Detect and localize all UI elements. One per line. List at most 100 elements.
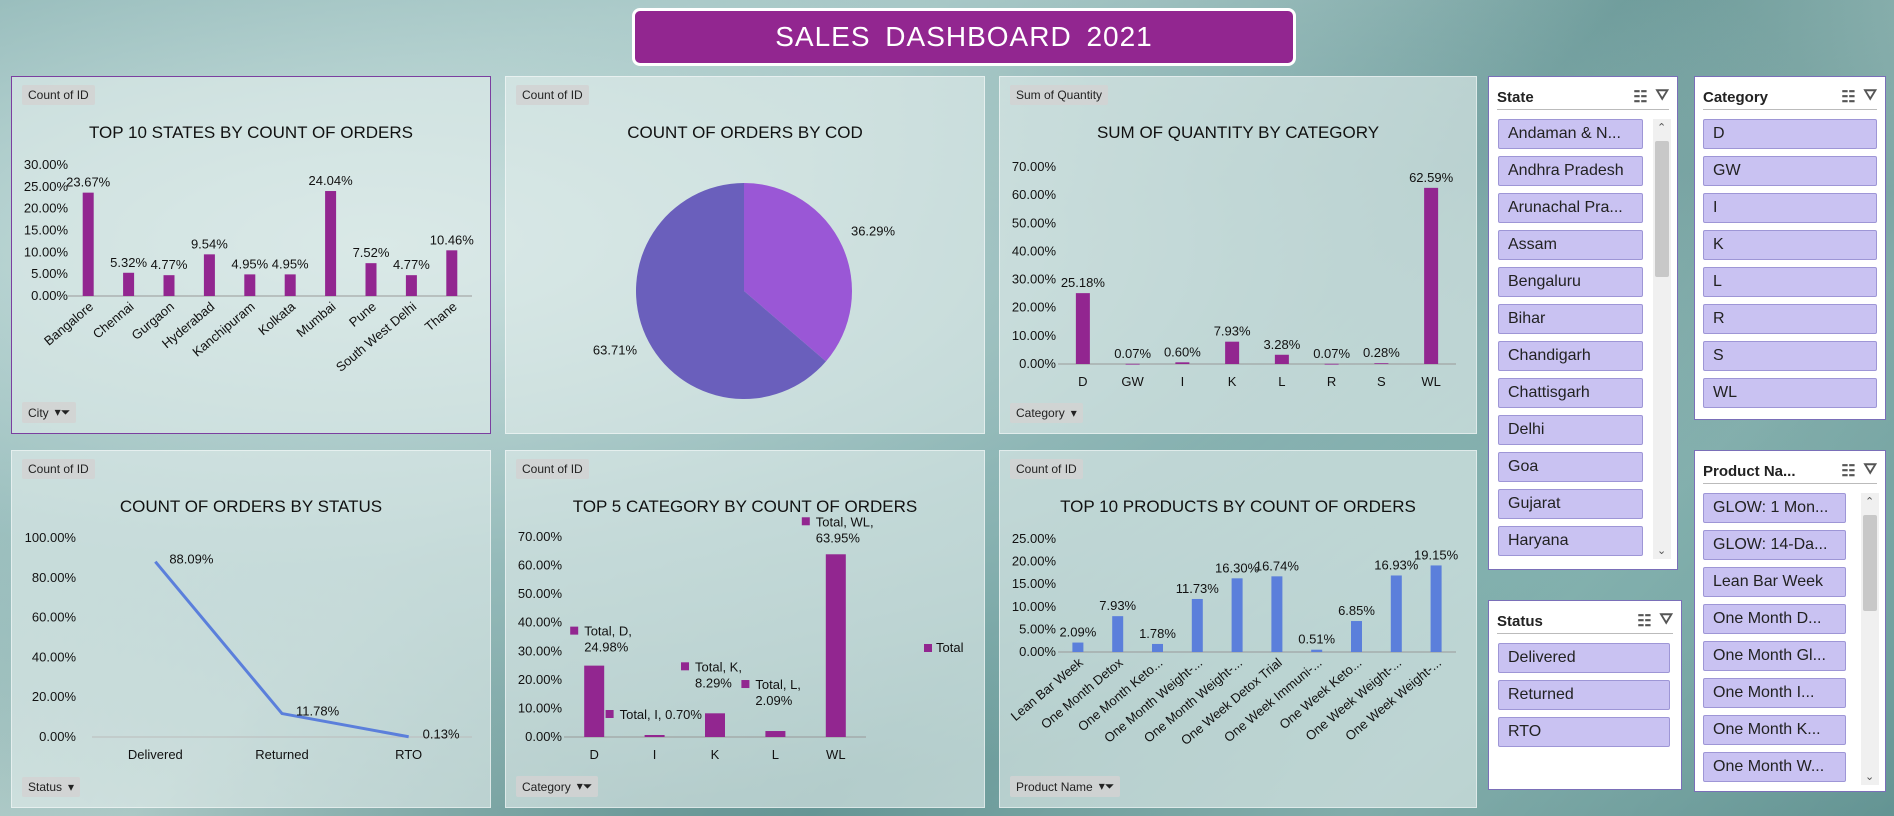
slicer-item[interactable]: GW bbox=[1703, 156, 1877, 186]
data-label: 0.51% bbox=[1298, 632, 1335, 647]
slicer-item[interactable]: GLOW: 14-Da... bbox=[1703, 530, 1846, 560]
slicer-item[interactable]: Arunachal Pra... bbox=[1498, 193, 1643, 223]
panel-quantity-by-category[interactable]: Sum of Quantity SUM OF QUANTITY BY CATEG… bbox=[999, 76, 1477, 434]
data-label: 6.85% bbox=[1338, 603, 1375, 618]
panel-top5-category[interactable]: Count of ID TOP 5 CATEGORY BY COUNT OF O… bbox=[505, 450, 985, 808]
slicer-item[interactable]: K bbox=[1703, 230, 1877, 260]
slicer-item[interactable]: L bbox=[1703, 267, 1877, 297]
data-label: 62.59% bbox=[1409, 170, 1454, 185]
filter-icon: ▾⏷ bbox=[576, 779, 593, 793]
category-filter-button[interactable]: Category ▾ bbox=[1010, 403, 1083, 423]
city-filter-button[interactable]: City ▾⏷ bbox=[22, 402, 77, 423]
scroll-down-icon[interactable]: ⌄ bbox=[1865, 771, 1875, 783]
bar bbox=[203, 254, 215, 296]
filter-label: Category bbox=[1016, 406, 1065, 420]
y-tick-label: 15.00% bbox=[24, 223, 69, 238]
clear-filter-icon[interactable]: ⛛ bbox=[1659, 611, 1673, 628]
data-label: 7.52% bbox=[353, 245, 390, 260]
slicer-item[interactable]: Andhra Pradesh bbox=[1498, 156, 1643, 186]
slicer-item[interactable]: Lean Bar Week bbox=[1703, 567, 1846, 597]
slicer-item[interactable]: Chandigarh bbox=[1498, 341, 1643, 371]
filter-label: Product Name bbox=[1016, 779, 1093, 794]
multi-select-icon[interactable]: ☷ bbox=[1841, 463, 1856, 480]
x-tick-label: Delivered bbox=[128, 747, 183, 762]
slicer-item[interactable]: Bihar bbox=[1498, 304, 1643, 334]
product-filter-button[interactable]: Product Name ▾⏷ bbox=[1010, 776, 1121, 797]
value-field-button[interactable]: Count of ID bbox=[516, 459, 589, 479]
slicer-item[interactable]: Assam bbox=[1498, 230, 1643, 260]
data-label: 1.78% bbox=[1139, 626, 1176, 641]
data-label: 4.77% bbox=[393, 257, 430, 272]
slicer-status: Status ☷ ⛛ Delivered Returned RTO bbox=[1488, 600, 1682, 790]
slicer-item[interactable]: One Month D... bbox=[1703, 604, 1846, 634]
bar bbox=[584, 665, 605, 737]
x-tick-label: L bbox=[772, 747, 779, 762]
bar bbox=[1231, 578, 1243, 652]
slicer-item[interactable]: RTO bbox=[1498, 717, 1670, 747]
multi-select-icon[interactable]: ☷ bbox=[1841, 89, 1856, 106]
data-label: 5.32% bbox=[110, 255, 147, 270]
x-tick-label: I bbox=[653, 747, 657, 762]
clear-filter-icon[interactable]: ⛛ bbox=[1863, 461, 1877, 478]
multi-select-icon[interactable]: ☷ bbox=[1637, 613, 1652, 630]
slicer-item[interactable]: Returned bbox=[1498, 680, 1670, 710]
data-label: 19.15% bbox=[1414, 547, 1459, 562]
scroll-down-icon[interactable]: ⌄ bbox=[1657, 545, 1667, 557]
slicer-item[interactable]: Goa bbox=[1498, 452, 1643, 482]
data-label: 24.04% bbox=[309, 173, 354, 188]
slicer-item[interactable]: WL bbox=[1703, 378, 1877, 408]
slicer-item[interactable]: Haryana bbox=[1498, 526, 1643, 556]
category-filter-button[interactable]: Category ▾⏷ bbox=[516, 776, 599, 797]
slicer-item[interactable]: One Month I... bbox=[1703, 678, 1846, 708]
y-tick-label: 0.00% bbox=[39, 729, 76, 744]
slicer-item[interactable]: I bbox=[1703, 193, 1877, 223]
slicer-title: Category bbox=[1703, 88, 1769, 106]
slicer-item[interactable]: Delivered bbox=[1498, 643, 1670, 673]
slicer-item[interactable]: GLOW: 1 Mon... bbox=[1703, 493, 1846, 523]
multi-select-icon[interactable]: ☷ bbox=[1633, 89, 1648, 106]
scroll-thumb[interactable] bbox=[1863, 515, 1877, 611]
filter-icon: ▾⏷ bbox=[1098, 779, 1115, 793]
value-field-button[interactable]: Count of ID bbox=[516, 85, 589, 105]
slicer-item[interactable]: R bbox=[1703, 304, 1877, 334]
bar bbox=[765, 731, 786, 737]
slicer-item[interactable]: S bbox=[1703, 341, 1877, 371]
slicer-item[interactable]: One Month Gl... bbox=[1703, 641, 1846, 671]
slicer-header: Category ☷ ⛛ bbox=[1703, 85, 1877, 110]
bar bbox=[244, 274, 256, 296]
slicer-item[interactable]: Bengaluru bbox=[1498, 267, 1643, 297]
panel-orders-by-cod[interactable]: Count of ID COUNT OF ORDERS BY COD 36.29… bbox=[505, 76, 985, 434]
value-field-button[interactable]: Sum of Quantity bbox=[1010, 85, 1109, 105]
x-tick-label: R bbox=[1327, 374, 1336, 389]
status-filter-button[interactable]: Status ▾ bbox=[22, 777, 81, 797]
scroll-up-icon[interactable]: ⌃ bbox=[1865, 496, 1875, 508]
y-tick-label: 20.00% bbox=[24, 201, 69, 216]
scroll-thumb[interactable] bbox=[1655, 141, 1669, 277]
scrollbar[interactable]: ⌃ ⌄ bbox=[1861, 493, 1879, 785]
panel-top10-states[interactable]: Count of ID TOP 10 STATES BY COUNT OF OR… bbox=[11, 76, 491, 434]
clear-filter-icon[interactable]: ⛛ bbox=[1655, 87, 1669, 104]
bar bbox=[1390, 575, 1402, 652]
value-field-button[interactable]: Count of ID bbox=[1010, 459, 1083, 479]
panel-top10-products[interactable]: Count of ID TOP 10 PRODUCTS BY COUNT OF … bbox=[999, 450, 1477, 808]
slicer-item[interactable]: One Month K... bbox=[1703, 715, 1846, 745]
scroll-up-icon[interactable]: ⌃ bbox=[1657, 122, 1667, 134]
data-label: 8.29% bbox=[695, 675, 732, 690]
panel-orders-by-status[interactable]: Count of ID COUNT OF ORDERS BY STATUS 0.… bbox=[11, 450, 491, 808]
slicer-title: State bbox=[1497, 88, 1534, 106]
scrollbar[interactable]: ⌃ ⌄ bbox=[1653, 119, 1671, 559]
clear-filter-icon[interactable]: ⛛ bbox=[1863, 87, 1877, 104]
slicer-item[interactable]: Chattisgarh bbox=[1498, 378, 1643, 408]
slicer-header: Product Na... ☷ ⛛ bbox=[1703, 459, 1877, 484]
x-tick-label: WL bbox=[826, 747, 846, 762]
slicer-item[interactable]: Andaman & N... bbox=[1498, 119, 1643, 149]
slicer-item[interactable]: Gujarat bbox=[1498, 489, 1643, 519]
value-field-button[interactable]: Count of ID bbox=[22, 459, 95, 479]
value-field-button[interactable]: Count of ID bbox=[22, 85, 95, 105]
bar bbox=[163, 275, 175, 296]
x-tick-label: Chennai bbox=[90, 299, 137, 342]
slicer-item[interactable]: One Month W... bbox=[1703, 752, 1846, 782]
y-tick-label: 5.00% bbox=[1019, 621, 1056, 636]
slicer-item[interactable]: Delhi bbox=[1498, 415, 1643, 445]
slicer-item[interactable]: D bbox=[1703, 119, 1877, 149]
